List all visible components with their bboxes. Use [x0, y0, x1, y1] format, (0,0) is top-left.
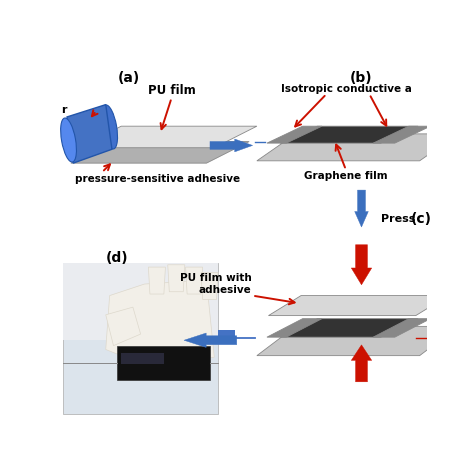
Polygon shape [210, 139, 253, 152]
Polygon shape [168, 265, 185, 292]
Polygon shape [71, 142, 249, 163]
Polygon shape [373, 319, 430, 337]
FancyBboxPatch shape [118, 346, 210, 380]
Polygon shape [280, 319, 418, 337]
FancyBboxPatch shape [218, 330, 235, 344]
Text: r: r [61, 105, 66, 115]
Polygon shape [267, 319, 322, 337]
Ellipse shape [61, 118, 76, 162]
Text: pressure-sensitive adhesive: pressure-sensitive adhesive [75, 174, 240, 184]
Polygon shape [268, 296, 448, 316]
Text: Isotropic conductive a: Isotropic conductive a [281, 84, 411, 94]
Polygon shape [351, 345, 372, 382]
Text: (c): (c) [410, 211, 431, 226]
Polygon shape [67, 105, 112, 163]
Polygon shape [355, 190, 368, 227]
Text: (b): (b) [350, 71, 373, 85]
Polygon shape [186, 267, 202, 294]
Text: PU film with
adhesive: PU film with adhesive [180, 273, 251, 295]
Text: PU film: PU film [148, 84, 195, 97]
Polygon shape [257, 327, 458, 356]
FancyBboxPatch shape [121, 353, 164, 364]
Polygon shape [351, 245, 372, 285]
Text: (a): (a) [118, 71, 140, 85]
Text: (d): (d) [106, 251, 128, 265]
Polygon shape [280, 126, 418, 143]
Polygon shape [106, 280, 214, 365]
Polygon shape [79, 126, 257, 148]
Text: Graphene film: Graphene film [304, 171, 388, 181]
Polygon shape [257, 134, 458, 161]
Polygon shape [201, 273, 218, 300]
Ellipse shape [102, 105, 118, 149]
Text: Press: Press [381, 214, 415, 224]
Polygon shape [373, 126, 430, 143]
Polygon shape [148, 267, 165, 294]
Polygon shape [184, 333, 237, 347]
Polygon shape [106, 307, 141, 346]
Polygon shape [267, 126, 322, 143]
FancyBboxPatch shape [63, 263, 218, 340]
FancyBboxPatch shape [63, 263, 218, 414]
